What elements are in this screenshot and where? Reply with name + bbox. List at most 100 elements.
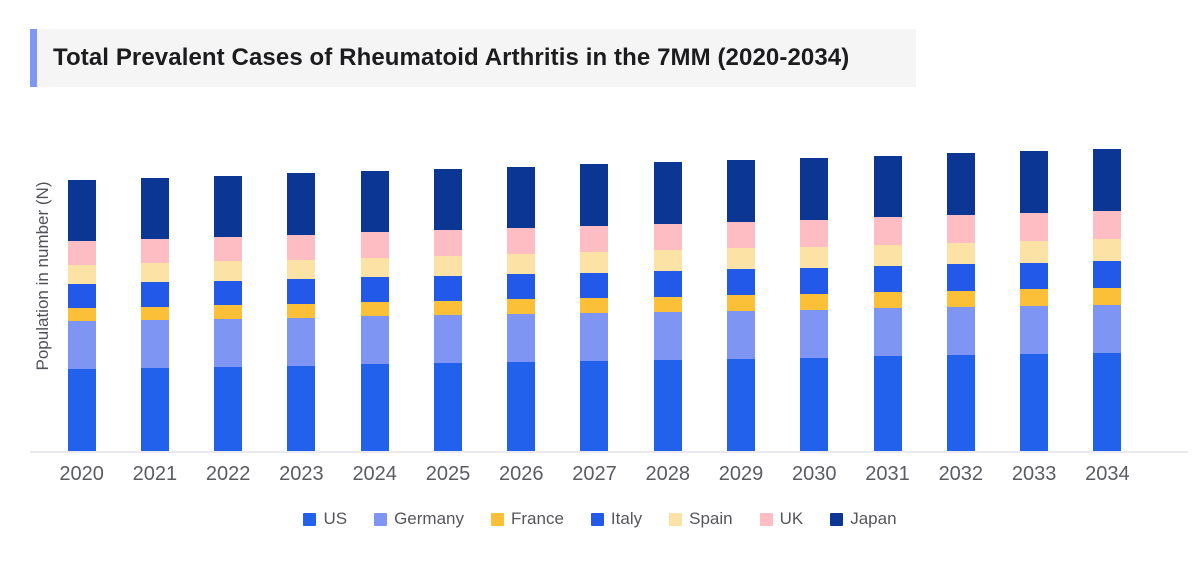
legend-item-spain[interactable]: Spain: [669, 509, 733, 529]
bar-segment-france-2027[interactable]: [580, 298, 609, 313]
bar-segment-spain-2022[interactable]: [214, 261, 243, 281]
bar-segment-us-2033[interactable]: [1020, 354, 1049, 451]
bar-segment-france-2026[interactable]: [507, 299, 536, 315]
bar-segment-germany-2025[interactable]: [433, 315, 462, 364]
bar-segment-japan-2023[interactable]: [287, 173, 316, 235]
bar-segment-italy-2025[interactable]: [433, 275, 462, 301]
legend-item-italy[interactable]: Italy: [590, 509, 642, 529]
bar-segment-spain-2033[interactable]: [1020, 240, 1049, 263]
bar-segment-spain-2027[interactable]: [580, 252, 609, 273]
bar-segment-us-2032[interactable]: [946, 355, 975, 451]
bar-segment-germany-2027[interactable]: [580, 313, 609, 361]
bar-segment-uk-2021[interactable]: [140, 238, 169, 264]
bar-segment-germany-2030[interactable]: [800, 309, 829, 358]
bar-segment-uk-2024[interactable]: [360, 232, 389, 258]
bar-segment-japan-2022[interactable]: [214, 175, 243, 237]
bar-segment-uk-2028[interactable]: [653, 223, 682, 251]
bar-segment-spain-2024[interactable]: [360, 257, 389, 278]
bar-segment-italy-2020[interactable]: [67, 284, 96, 308]
bar-segment-japan-2027[interactable]: [580, 164, 609, 226]
bar-segment-spain-2028[interactable]: [653, 250, 682, 271]
bar-segment-france-2033[interactable]: [1020, 289, 1049, 307]
bar-segment-uk-2029[interactable]: [727, 221, 756, 249]
legend-item-us[interactable]: US: [303, 509, 347, 529]
bar-segment-italy-2028[interactable]: [653, 270, 682, 297]
legend-item-uk[interactable]: UK: [759, 509, 803, 529]
bar-segment-japan-2020[interactable]: [67, 180, 96, 241]
bar-segment-us-2021[interactable]: [140, 367, 169, 451]
bar-segment-germany-2028[interactable]: [653, 311, 682, 360]
bar-segment-uk-2032[interactable]: [946, 215, 975, 243]
bar-segment-us-2022[interactable]: [214, 366, 243, 451]
bar-segment-us-2029[interactable]: [727, 358, 756, 451]
bar-segment-spain-2031[interactable]: [873, 244, 902, 266]
bar-segment-us-2026[interactable]: [507, 362, 536, 451]
bar-segment-japan-2025[interactable]: [433, 168, 462, 231]
bar-segment-italy-2022[interactable]: [214, 280, 243, 306]
legend-item-france[interactable]: France: [491, 509, 564, 529]
bar-segment-spain-2025[interactable]: [433, 255, 462, 276]
bar-segment-italy-2031[interactable]: [873, 265, 902, 293]
bar-segment-uk-2026[interactable]: [507, 228, 536, 254]
bar-segment-japan-2031[interactable]: [873, 155, 902, 218]
bar-segment-spain-2030[interactable]: [800, 246, 829, 268]
bar-segment-italy-2033[interactable]: [1020, 262, 1049, 290]
bar-segment-italy-2034[interactable]: [1093, 261, 1122, 288]
bar-segment-france-2029[interactable]: [727, 295, 756, 311]
bar-segment-italy-2030[interactable]: [800, 267, 829, 294]
bar-segment-us-2023[interactable]: [287, 365, 316, 451]
bar-segment-germany-2026[interactable]: [507, 314, 536, 363]
bar-segment-japan-2030[interactable]: [800, 157, 829, 220]
bar-segment-germany-2032[interactable]: [946, 307, 975, 356]
bar-segment-us-2020[interactable]: [67, 369, 96, 451]
bar-segment-italy-2023[interactable]: [287, 279, 316, 304]
bar-segment-italy-2029[interactable]: [727, 269, 756, 296]
bar-segment-germany-2020[interactable]: [67, 321, 96, 369]
bar-segment-germany-2023[interactable]: [287, 317, 316, 366]
bar-segment-france-2023[interactable]: [287, 303, 316, 318]
bar-segment-japan-2021[interactable]: [140, 177, 169, 239]
bar-segment-germany-2029[interactable]: [727, 310, 756, 359]
legend-item-germany[interactable]: Germany: [374, 509, 464, 529]
bar-segment-us-2027[interactable]: [580, 361, 609, 451]
bar-segment-france-2030[interactable]: [800, 293, 829, 310]
bar-segment-germany-2024[interactable]: [360, 316, 389, 365]
bar-segment-us-2030[interactable]: [800, 357, 829, 451]
bar-segment-france-2028[interactable]: [653, 296, 682, 312]
bar-segment-france-2034[interactable]: [1093, 288, 1122, 305]
bar-segment-germany-2033[interactable]: [1020, 306, 1049, 355]
bar-segment-italy-2032[interactable]: [946, 264, 975, 291]
bar-segment-germany-2021[interactable]: [140, 319, 169, 368]
bar-segment-italy-2027[interactable]: [580, 272, 609, 298]
bar-segment-italy-2026[interactable]: [507, 274, 536, 300]
bar-segment-uk-2033[interactable]: [1020, 213, 1049, 241]
bar-segment-germany-2031[interactable]: [873, 308, 902, 357]
bar-segment-us-2031[interactable]: [873, 356, 902, 451]
bar-segment-uk-2034[interactable]: [1093, 211, 1122, 239]
bar-segment-spain-2034[interactable]: [1093, 239, 1122, 261]
bar-segment-uk-2027[interactable]: [580, 226, 609, 252]
bar-segment-uk-2023[interactable]: [287, 234, 316, 260]
bar-segment-germany-2022[interactable]: [214, 318, 243, 367]
bar-segment-japan-2034[interactable]: [1093, 149, 1122, 211]
bar-segment-spain-2020[interactable]: [67, 265, 96, 284]
bar-segment-japan-2024[interactable]: [360, 171, 389, 233]
bar-segment-japan-2033[interactable]: [1020, 151, 1049, 214]
bar-segment-france-2031[interactable]: [873, 292, 902, 309]
bar-segment-japan-2029[interactable]: [727, 160, 756, 222]
bar-segment-spain-2021[interactable]: [140, 263, 169, 283]
legend-item-japan[interactable]: Japan: [830, 509, 897, 529]
bar-segment-france-2020[interactable]: [67, 308, 96, 321]
bar-segment-france-2021[interactable]: [140, 306, 169, 320]
bar-segment-uk-2020[interactable]: [67, 241, 96, 265]
bar-segment-italy-2024[interactable]: [360, 277, 389, 303]
bar-segment-spain-2032[interactable]: [946, 242, 975, 265]
bar-segment-france-2022[interactable]: [214, 305, 243, 319]
bar-segment-uk-2031[interactable]: [873, 217, 902, 245]
bar-segment-spain-2023[interactable]: [287, 259, 316, 280]
bar-segment-uk-2022[interactable]: [214, 236, 243, 262]
bar-segment-spain-2029[interactable]: [727, 248, 756, 270]
bar-segment-france-2025[interactable]: [433, 300, 462, 316]
bar-segment-italy-2021[interactable]: [140, 282, 169, 307]
bar-segment-uk-2030[interactable]: [800, 219, 829, 247]
